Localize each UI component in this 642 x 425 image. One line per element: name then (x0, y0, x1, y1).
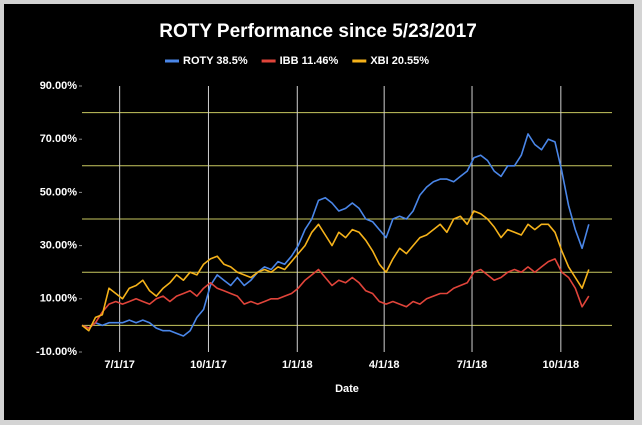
y-tick-label: 70.00% (40, 133, 78, 145)
x-tick-label: 10/1/18 (542, 359, 579, 371)
y-tick-label: 10.00% (40, 293, 78, 305)
y-tick-label: 90.00% (40, 80, 78, 92)
x-tick-label: 7/1/17 (104, 359, 135, 371)
x-tick-label: 7/1/18 (457, 359, 488, 371)
legend-label: ROTY 38.5% (183, 55, 248, 67)
series-line (81, 258, 590, 329)
legend-label: IBB 11.46% (280, 55, 339, 67)
y-tick-label: 30.00% (40, 240, 78, 252)
series-line (81, 210, 590, 332)
chart-background (4, 4, 634, 420)
x-tick-label: 10/1/17 (190, 359, 227, 371)
legend-label: XBI 20.55% (370, 55, 429, 67)
chart-title: ROTY Performance since 5/23/2017 (159, 21, 477, 42)
y-tick-label: 50.00% (40, 186, 78, 198)
x-tick-label: 1/1/18 (282, 359, 313, 371)
x-tick-label: 4/1/18 (369, 359, 400, 371)
x-axis-label: Date (335, 383, 359, 395)
series-line (81, 133, 590, 337)
y-tick-label: -10.00% (36, 346, 77, 358)
